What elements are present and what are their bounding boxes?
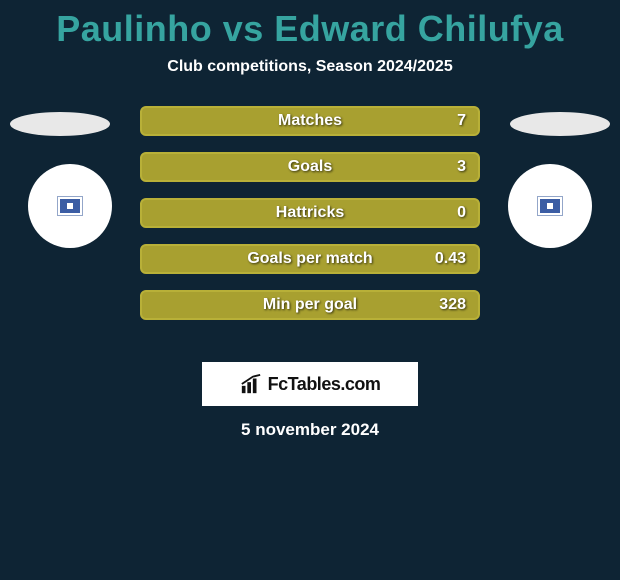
stat-label: Min per goal (263, 296, 357, 314)
right-player-avatar (508, 164, 592, 248)
stat-value: 0 (457, 204, 466, 222)
stat-label: Hattricks (276, 204, 344, 222)
brand-chart-icon (240, 373, 262, 395)
stat-row: Goals per match 0.43 (140, 244, 480, 274)
placeholder-icon (538, 197, 562, 215)
left-player-avatar (28, 164, 112, 248)
stat-value: 0.43 (435, 250, 466, 268)
stat-row: Matches 7 (140, 106, 480, 136)
left-player-flag (10, 112, 110, 136)
subtitle: Club competitions, Season 2024/2025 (0, 58, 620, 76)
brand-name: FcTables.com (268, 374, 381, 395)
placeholder-dot-icon (67, 203, 73, 209)
stat-row: Hattricks 0 (140, 198, 480, 228)
stat-value: 328 (439, 296, 466, 314)
placeholder-icon (58, 197, 82, 215)
placeholder-dot-icon (547, 203, 553, 209)
footer-date: 5 november 2024 (0, 420, 620, 440)
stat-value: 7 (457, 112, 466, 130)
stat-label: Goals (288, 158, 332, 176)
right-player-flag (510, 112, 610, 136)
stat-value: 3 (457, 158, 466, 176)
stat-label: Matches (278, 112, 342, 130)
stat-bars: Matches 7 Goals 3 Hattricks 0 Goals per match 0… (140, 106, 480, 336)
stat-label: Goals per match (247, 250, 372, 268)
stat-row: Goals 3 (140, 152, 480, 182)
comparison-stage: Matches 7 Goals 3 Hattricks 0 Goals per match 0… (0, 106, 620, 346)
stat-row: Min per goal 328 (140, 290, 480, 320)
brand-box: FcTables.com (202, 362, 418, 406)
page-title: Paulinho vs Edward Chilufya (0, 0, 620, 50)
